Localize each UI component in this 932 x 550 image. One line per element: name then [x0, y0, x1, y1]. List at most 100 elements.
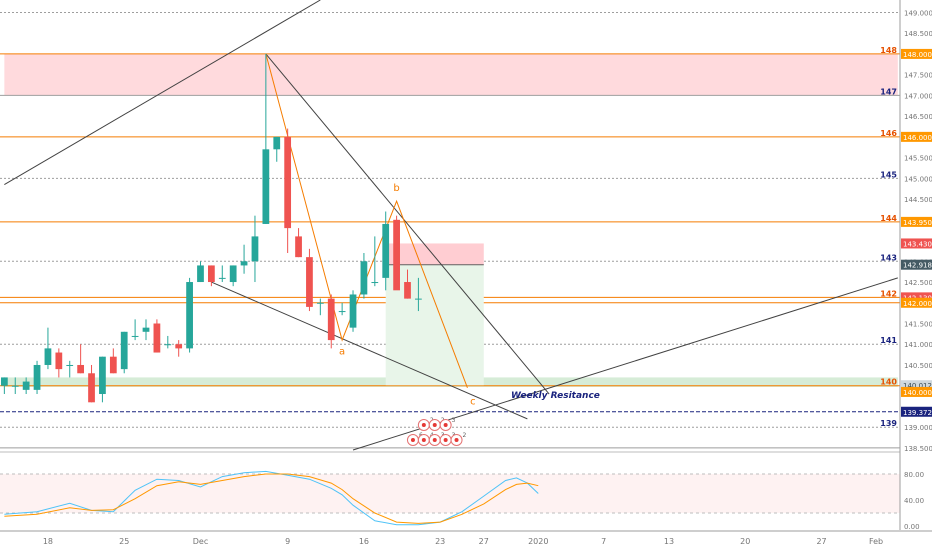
price-badge-text-9: 139.372 — [903, 409, 932, 417]
candle-body-34 — [371, 282, 379, 284]
price-axis[interactable]: 149.000 148.500 147.500 147.000 146.500 145.5… — [880, 0, 932, 550]
price-tick-4: 146.500 — [904, 113, 932, 121]
price-tick-10: 142.500 — [904, 279, 932, 287]
candle-body-29 — [316, 302, 324, 304]
candle-body-35 — [382, 223, 390, 278]
candle-body-28 — [306, 257, 313, 307]
price-tick-0: 149.000 — [904, 9, 932, 17]
price-badge-5 — [901, 292, 932, 303]
stoch-k-line — [4, 470, 539, 526]
price-badge-text-1: 146.000 — [903, 134, 932, 142]
time-tick-5: 23 — [435, 537, 445, 546]
time-tick-4: 16 — [359, 537, 369, 546]
candle-body-18 — [197, 265, 204, 283]
price-badge-text-0: 148.000 — [903, 51, 932, 59]
price-tick-3: 147.000 — [904, 92, 932, 100]
time-tick-1: 25 — [119, 537, 129, 546]
wave-path — [265, 53, 468, 388]
time-axis[interactable]: 18 25 Dec 9 16 23 27 2020 7 13 20 27 Feb — [0, 530, 932, 546]
event-dot-7 — [454, 438, 459, 442]
price-badge-text-8: 140.000 — [903, 389, 932, 397]
price-badge-1 — [901, 131, 932, 142]
event-dot-1 — [432, 423, 437, 427]
price-tick-13: 140.500 — [904, 362, 932, 370]
candle-body-4 — [44, 348, 52, 365]
price-badge-0 — [901, 48, 932, 59]
weekly-resistance-label: Weekly Resitance — [511, 391, 600, 401]
price-tick-5: 145.500 — [904, 155, 932, 163]
price-badge-text-7: 140.012 — [903, 382, 932, 390]
candle-body-20 — [218, 277, 226, 279]
axis-background — [900, 0, 932, 550]
candle-body-1 — [11, 385, 19, 387]
candle-body-11 — [120, 331, 128, 370]
candle-body-0 — [0, 377, 8, 386]
candle-body-21 — [229, 265, 237, 283]
price-badge-2 — [901, 216, 932, 227]
candle-body-16 — [175, 344, 183, 349]
event-dot-2 — [443, 423, 448, 427]
price-badge-text-3: 143.430 — [903, 240, 932, 248]
candle-body-30 — [327, 298, 335, 341]
price-badge-3 — [901, 238, 932, 249]
event-dot-4 — [421, 438, 426, 442]
candles-layer — [0, 53, 422, 403]
candle-body-26 — [284, 136, 292, 229]
candle-body-12 — [131, 335, 139, 337]
event-dot-0 — [421, 423, 426, 427]
time-tick-2: Dec — [193, 537, 208, 546]
event-dot-3 — [410, 438, 415, 442]
candle-body-38 — [415, 298, 422, 300]
candle-body-31 — [338, 311, 346, 313]
time-tick-7: 2020 — [528, 537, 548, 546]
candle-body-15 — [164, 344, 172, 346]
candle-body-9 — [99, 356, 106, 395]
candle-body-22 — [240, 261, 248, 266]
time-tick-6: 27 — [479, 537, 489, 546]
wave-label-a: a — [339, 347, 345, 358]
level-label-144: 144 — [880, 214, 897, 223]
price-badge-9 — [901, 406, 932, 417]
candle-body-36 — [393, 219, 400, 291]
price-tick-15: 138.500 — [904, 445, 932, 453]
price-tick-14: 139.000 — [904, 424, 932, 432]
event-markers-layer: 22364332 — [406, 417, 467, 446]
candle-body-25 — [273, 136, 281, 150]
price-tick-1: 148.500 — [904, 30, 932, 38]
level-label-141: 141 — [880, 336, 897, 345]
price-tick-7: 144.500 — [904, 196, 932, 204]
stochastic-pane — [0, 451, 932, 526]
candle-body-2 — [22, 381, 30, 390]
time-tick-0: 18 — [43, 537, 53, 546]
time-tick-10: 20 — [740, 537, 750, 546]
candle-body-19 — [208, 265, 215, 283]
level-label-148: 148 — [880, 46, 897, 55]
candle-body-24 — [262, 149, 270, 224]
level-label-146: 146 — [880, 129, 897, 138]
stoch-band — [0, 474, 900, 513]
price-tick-2: 147.500 — [904, 72, 932, 80]
candle-body-7 — [77, 364, 85, 374]
price-badge-text-4: 142.918 — [903, 262, 932, 270]
event-count-2: 3 — [452, 417, 456, 424]
candle-body-32 — [349, 294, 357, 328]
time-tick-12: Feb — [869, 537, 883, 546]
price-badge-8 — [901, 386, 932, 397]
event-count-7: 2 — [463, 432, 467, 439]
price-badge-6 — [901, 297, 932, 308]
price-badge-text-6: 142.000 — [903, 300, 932, 308]
level-label-140: 140 — [880, 378, 897, 387]
level-label-142: 142 — [880, 289, 897, 298]
price-badge-4 — [901, 259, 932, 270]
price-tick-11: 141.500 — [904, 321, 932, 329]
price-badge-text-2: 143.950 — [903, 219, 932, 227]
trendline-0 — [4, 0, 321, 185]
price-badge-7 — [901, 380, 932, 391]
zone-0 — [4, 53, 898, 96]
stoch-tick-2: 0.00 — [904, 523, 920, 531]
price-tick-12: 141.000 — [904, 341, 932, 349]
candle-body-6 — [66, 364, 74, 366]
elliott-wave-layer: a b c — [265, 53, 476, 407]
time-tick-3: 9 — [285, 537, 290, 546]
